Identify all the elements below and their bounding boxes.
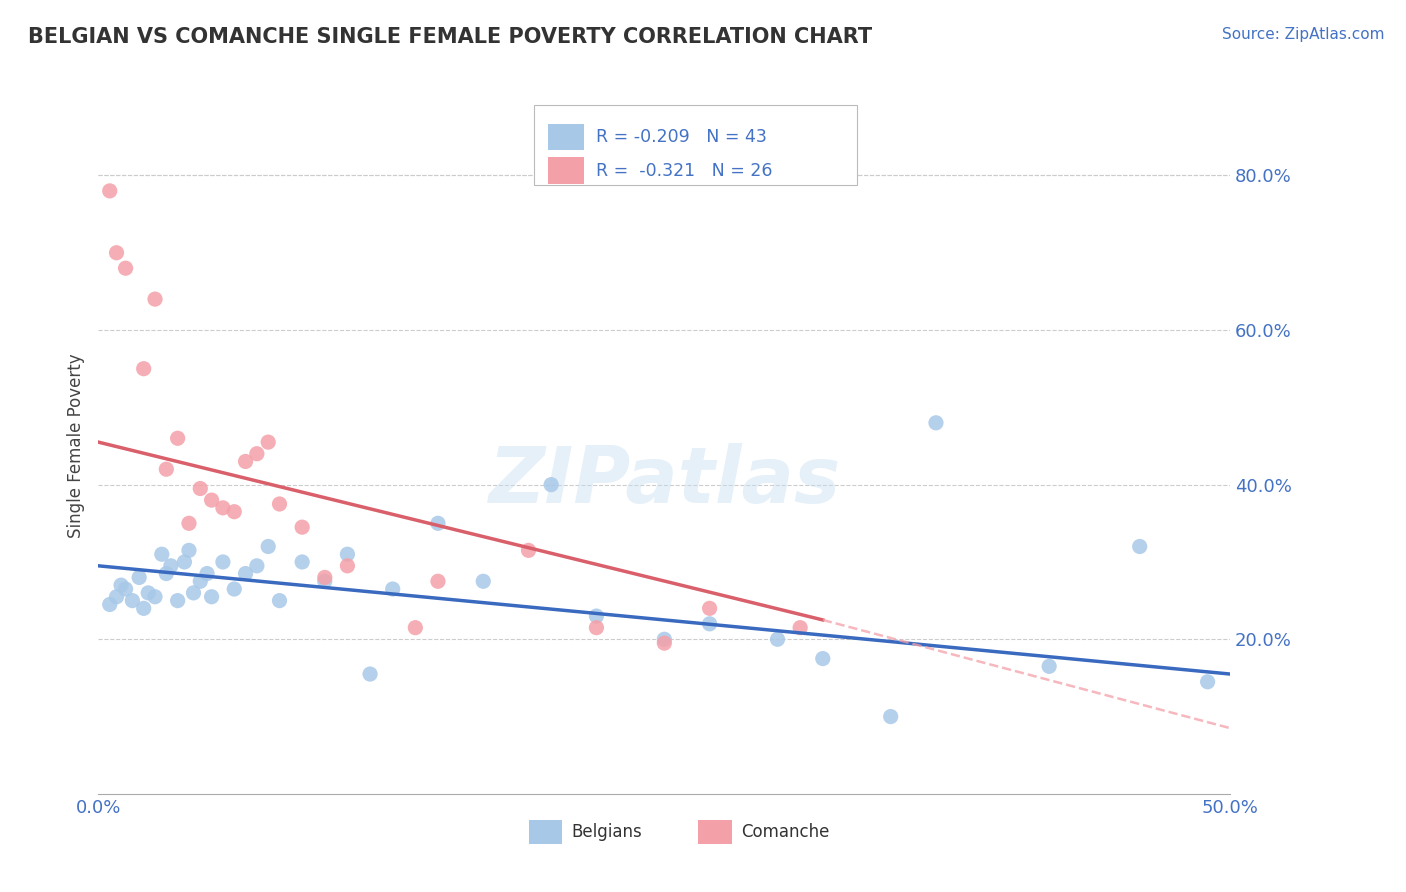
Point <box>143 292 166 306</box>
Point <box>314 570 336 584</box>
Point <box>188 574 211 589</box>
Point <box>585 609 607 624</box>
Point <box>314 574 336 589</box>
Point <box>925 416 948 430</box>
Point <box>195 566 218 581</box>
Point <box>427 574 450 589</box>
Point <box>235 454 257 468</box>
Point <box>766 632 789 647</box>
Point <box>188 482 211 496</box>
Point <box>257 435 280 450</box>
Point <box>585 621 607 635</box>
Point <box>177 543 200 558</box>
Point <box>652 632 676 647</box>
Point <box>166 431 188 445</box>
Text: Comanche: Comanche <box>741 823 830 841</box>
Point <box>114 582 136 596</box>
Text: BELGIAN VS COMANCHE SINGLE FEMALE POVERTY CORRELATION CHART: BELGIAN VS COMANCHE SINGLE FEMALE POVERT… <box>28 27 872 46</box>
FancyBboxPatch shape <box>529 821 562 844</box>
Point <box>177 516 200 531</box>
Point <box>359 667 381 681</box>
Point <box>155 566 177 581</box>
Point <box>811 651 834 665</box>
Point <box>155 462 177 476</box>
Point <box>150 547 173 561</box>
FancyBboxPatch shape <box>548 158 583 184</box>
Point <box>224 582 246 596</box>
Point <box>235 566 257 581</box>
Text: R = -0.209   N = 43: R = -0.209 N = 43 <box>596 128 768 146</box>
Text: Belgians: Belgians <box>571 823 643 841</box>
Point <box>98 598 121 612</box>
Text: Source: ZipAtlas.com: Source: ZipAtlas.com <box>1222 27 1385 42</box>
Point <box>132 361 155 376</box>
Point <box>291 555 314 569</box>
Point <box>269 593 291 607</box>
Point <box>212 555 235 569</box>
Point <box>472 574 495 589</box>
Point <box>201 590 224 604</box>
Point <box>183 586 205 600</box>
Point <box>246 558 269 573</box>
Point <box>132 601 155 615</box>
Text: ZIPatlas: ZIPatlas <box>488 442 841 519</box>
Point <box>105 245 128 260</box>
Point <box>1038 659 1060 673</box>
Point <box>880 709 903 723</box>
Point <box>160 558 183 573</box>
Point <box>173 555 195 569</box>
Point <box>143 590 166 604</box>
Point <box>1129 540 1152 554</box>
Point <box>257 540 280 554</box>
Point <box>224 505 246 519</box>
Point <box>166 593 188 607</box>
Point <box>110 578 132 592</box>
Point <box>336 547 359 561</box>
FancyBboxPatch shape <box>548 124 583 150</box>
FancyBboxPatch shape <box>699 821 733 844</box>
Point <box>114 261 136 276</box>
Point <box>269 497 291 511</box>
Point <box>121 593 143 607</box>
Point <box>105 590 128 604</box>
Point <box>246 447 269 461</box>
Point <box>517 543 540 558</box>
Point <box>540 477 562 491</box>
Point <box>652 636 676 650</box>
FancyBboxPatch shape <box>534 105 856 186</box>
Point <box>128 570 150 584</box>
Point <box>98 184 121 198</box>
Point <box>336 558 359 573</box>
Text: R =  -0.321   N = 26: R = -0.321 N = 26 <box>596 161 773 179</box>
Point <box>136 586 159 600</box>
Point <box>789 621 811 635</box>
Point <box>1197 674 1219 689</box>
Point <box>212 500 235 515</box>
Point <box>699 616 721 631</box>
Point <box>699 601 721 615</box>
Point <box>291 520 314 534</box>
Point <box>404 621 426 635</box>
Point <box>381 582 404 596</box>
Point <box>201 493 224 508</box>
Y-axis label: Single Female Poverty: Single Female Poverty <box>66 354 84 538</box>
Point <box>427 516 450 531</box>
